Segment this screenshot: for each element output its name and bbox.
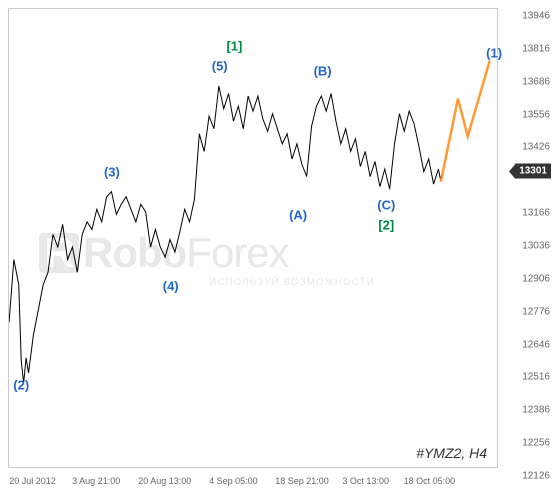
x-axis: 20 Jul 2012 3 Aug 21:00 20 Aug 13:00 4 Sep … <box>8 470 498 504</box>
y-tick: 13556 <box>522 109 550 120</box>
wave-label: [2] <box>378 218 394 233</box>
y-tick: 12646 <box>522 339 550 350</box>
y-tick: 13686 <box>522 76 550 87</box>
y-tick: 13816 <box>522 43 550 54</box>
wave-label: (3) <box>104 165 120 180</box>
y-tick: 12516 <box>522 372 550 383</box>
x-tick: 4 Sep 05:00 <box>209 476 258 486</box>
wave-label: (2) <box>13 377 29 392</box>
y-tick: 13166 <box>522 208 550 219</box>
y-tick: 13036 <box>522 241 550 252</box>
x-tick: 18 Oct 05:00 <box>404 476 456 486</box>
y-tick: 12776 <box>522 306 550 317</box>
y-tick: 12906 <box>522 273 550 284</box>
x-tick: 20 Aug 13:00 <box>138 476 191 486</box>
price-line <box>9 86 441 383</box>
wave-label: (A) <box>289 208 307 223</box>
wave-label: (C) <box>377 198 395 213</box>
wave-label: (B) <box>314 64 332 79</box>
chart-container: RRoboForex ИСПОЛЬЗУЙ ВОЗМОЖНОСТИ #YMZ2, … <box>0 0 553 504</box>
y-tick: 13946 <box>522 11 550 22</box>
y-tick: 12256 <box>522 438 550 449</box>
x-tick: 3 Oct 13:00 <box>342 476 389 486</box>
x-tick: 20 Jul 2012 <box>9 476 56 486</box>
y-tick: 12386 <box>522 405 550 416</box>
y-tick: 13426 <box>522 142 550 153</box>
price-chart-svg <box>9 9 497 467</box>
symbol-label: #YMZ2, H4 <box>416 445 487 461</box>
y-axis: 13946 13816 13686 13556 13426 13166 13036 12906… <box>500 8 553 468</box>
y-tick: 12126 <box>522 471 550 482</box>
x-tick: 18 Sep 21:00 <box>275 476 329 486</box>
x-tick: 3 Aug 21:00 <box>72 476 120 486</box>
wave-label: (5) <box>212 59 228 74</box>
current-price-marker: 13301 <box>515 164 551 179</box>
wave-label: (4) <box>163 279 179 294</box>
forecast-line <box>441 61 490 182</box>
wave-label: [1] <box>226 38 242 53</box>
plot-area: RRoboForex ИСПОЛЬЗУЙ ВОЗМОЖНОСТИ #YMZ2, … <box>8 8 498 468</box>
